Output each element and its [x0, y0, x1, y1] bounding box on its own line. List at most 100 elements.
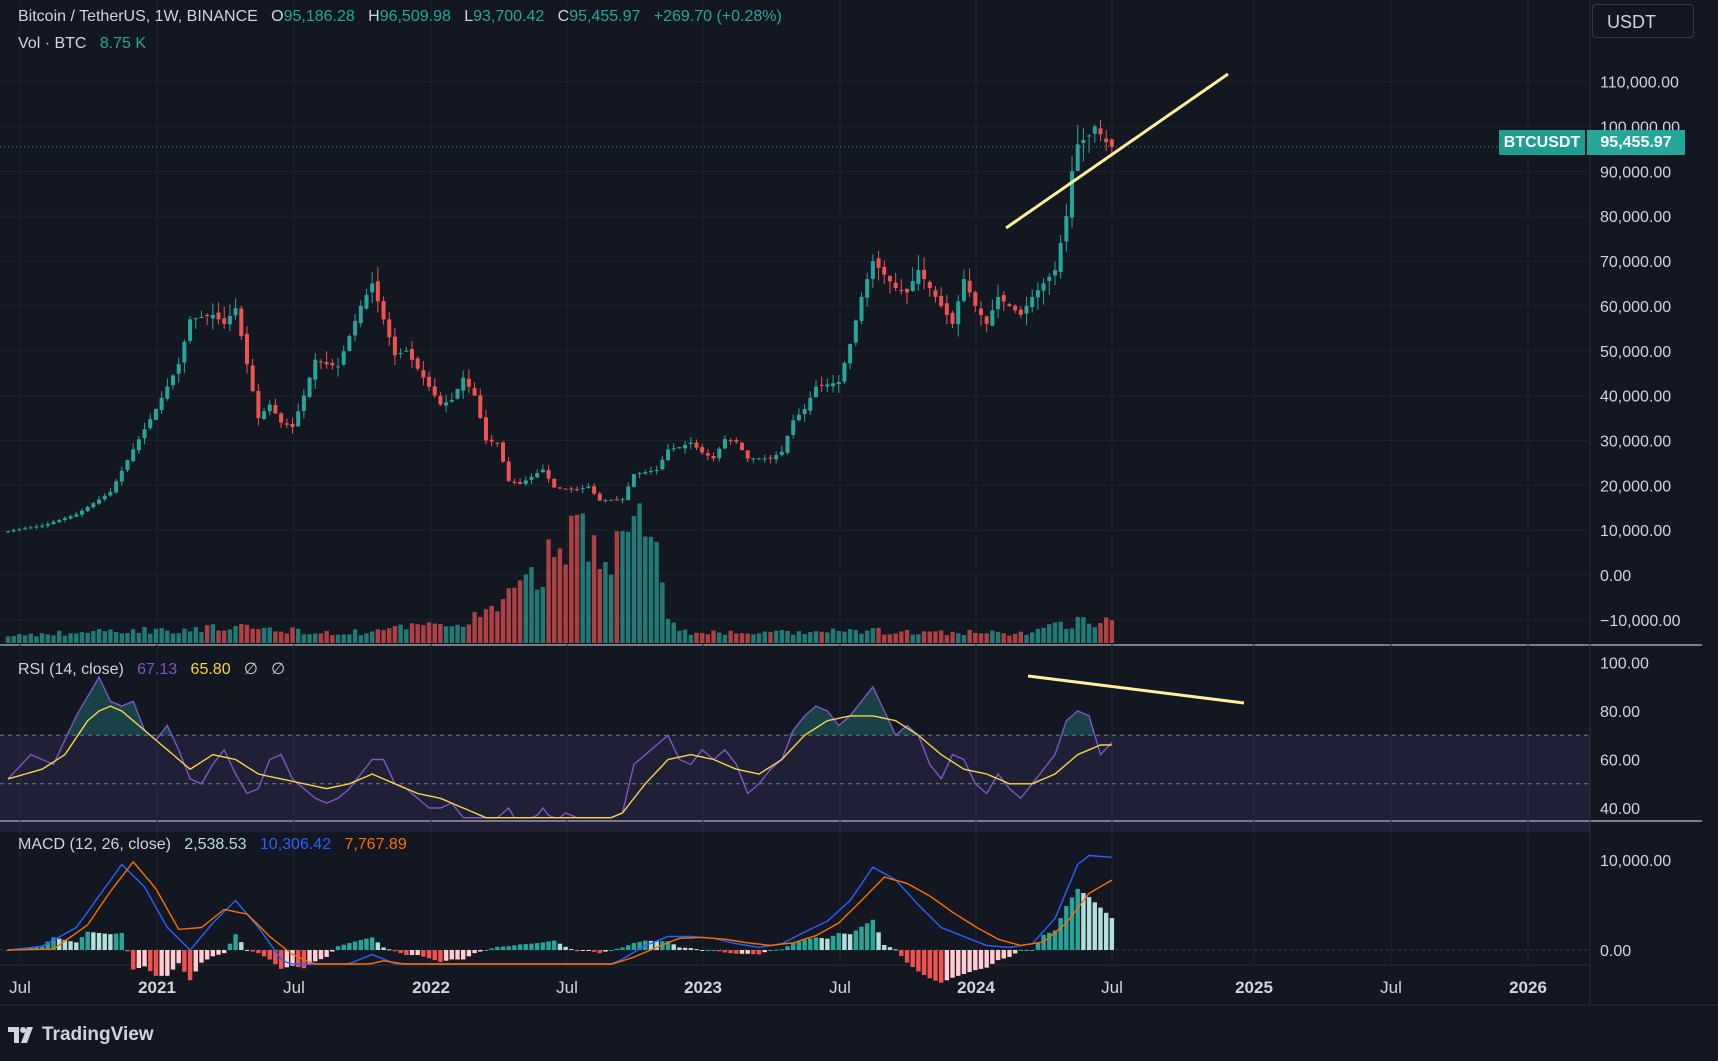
volume-bar: [734, 633, 739, 643]
volume-bar: [17, 634, 22, 643]
macd-histogram-bar: [967, 950, 972, 973]
macd-histogram-bar: [22, 947, 28, 950]
candle-body: [273, 405, 278, 414]
macd-histogram-bar: [717, 950, 722, 952]
candle-body: [569, 488, 574, 490]
candle-body: [108, 492, 113, 496]
volume-bar: [1018, 631, 1024, 643]
volume-bar: [5, 636, 11, 643]
macd-histogram-bar: [381, 947, 386, 950]
macd-histogram-bar: [1092, 902, 1097, 950]
macd-histogram-bar: [603, 950, 608, 952]
candle-body: [1001, 295, 1006, 302]
volume-bar: [22, 635, 28, 643]
volume-bar: [739, 633, 745, 643]
candle-body: [586, 486, 591, 489]
currency-button[interactable]: USDT: [1592, 4, 1694, 38]
volume-bar: [722, 634, 728, 643]
candle-body: [336, 366, 341, 368]
macd-histogram-bar: [586, 950, 591, 951]
candle-body: [609, 499, 614, 501]
macd-legend[interactable]: MACD (12, 26, close) 2,538.53 10,306.42 …: [18, 836, 407, 854]
macd-histogram-bar: [1098, 907, 1103, 950]
volume-bar: [466, 624, 472, 643]
candle-body: [1109, 139, 1114, 147]
volume-bar: [978, 633, 984, 643]
candle-body: [330, 363, 335, 366]
candle-body: [193, 318, 198, 320]
volume-bar: [273, 631, 278, 643]
macd-histogram-bar: [45, 941, 51, 950]
volume-bar: [438, 624, 443, 643]
macd-histogram-bar: [819, 938, 824, 950]
symbol-title[interactable]: Bitcoin / TetherUS, 1W, BINANCE: [18, 8, 258, 25]
macd-histogram-bar: [785, 946, 790, 950]
candle-body: [62, 518, 67, 520]
volume-bar: [950, 631, 955, 643]
candle-body: [364, 294, 369, 309]
macd-histogram-bar: [904, 950, 910, 963]
volume-bar: [170, 633, 176, 643]
rsi-value: 67.13: [137, 661, 178, 678]
macd-histogram-bar: [836, 932, 841, 950]
volume-bar: [904, 629, 910, 643]
rsi-axis-label: 100.00: [1600, 656, 1649, 673]
macd-histogram-bar: [734, 950, 739, 954]
candle-body: [1041, 283, 1046, 291]
volume-bar: [478, 616, 483, 643]
candle-body: [785, 435, 790, 453]
candle-body: [501, 442, 506, 462]
candle-body: [165, 386, 170, 399]
candle-body: [757, 458, 762, 460]
macd-label: MACD (12, 26, close): [18, 836, 171, 853]
candle-body: [1030, 296, 1035, 308]
candle-body: [540, 469, 545, 473]
ohlc-legend[interactable]: Bitcoin / TetherUS, 1W, BINANCE O95,186.…: [18, 8, 782, 26]
candle-body: [768, 457, 773, 459]
tradingview-logo[interactable]: TradingView: [8, 1024, 154, 1046]
rsi-legend[interactable]: RSI (14, close) 67.13 65.80 ∅ ∅: [18, 659, 285, 679]
macd-hist-value: 2,538.53: [184, 836, 247, 853]
candle-body: [239, 308, 244, 337]
volume-bar: [187, 631, 193, 643]
macd-histogram-bar: [74, 942, 79, 950]
high-label: H: [368, 8, 380, 25]
volume-bar: [96, 628, 102, 643]
macd-histogram-bar: [68, 941, 73, 950]
volume-bar: [68, 633, 73, 643]
macd-histogram-bar: [39, 945, 45, 950]
volume-bar: [933, 631, 938, 643]
macd-histogram-bar: [791, 943, 796, 950]
candle-body: [643, 472, 648, 474]
candle-body: [205, 314, 210, 316]
candle-body: [119, 470, 124, 482]
volume-bar: [119, 633, 124, 643]
candle-body: [125, 460, 130, 471]
time-axis-label: Jul: [1380, 978, 1402, 997]
volume-bar: [153, 628, 159, 643]
candle-body: [227, 315, 232, 325]
candle-body: [694, 442, 699, 448]
volume-legend[interactable]: Vol · BTC 8.75 K: [18, 35, 146, 53]
volume-label: Vol · BTC: [18, 35, 87, 52]
volume-bar: [199, 632, 204, 643]
macd-histogram-bar: [455, 950, 460, 960]
macd-histogram-bar: [927, 950, 932, 979]
macd-histogram-bar: [415, 950, 420, 956]
price-axis-label: 50,000.00: [1600, 344, 1671, 361]
macd-histogram-bar: [432, 950, 437, 961]
volume-bar: [108, 629, 113, 643]
volume-bar: [773, 630, 779, 643]
candle-body: [341, 351, 346, 365]
price-axis-label: 70,000.00: [1600, 254, 1671, 271]
macd-histogram-bar: [347, 943, 352, 950]
volume-bar: [660, 582, 665, 643]
volume-bar: [768, 631, 773, 643]
volume-bar: [91, 630, 96, 643]
candle-body: [961, 278, 966, 302]
price-axis: 110,000.00100,000.0090,000.0080,000.0070…: [9, 75, 1680, 997]
macd-histogram-bar: [597, 950, 602, 954]
macd-histogram-bar: [637, 941, 642, 950]
volume-bar: [990, 630, 995, 643]
